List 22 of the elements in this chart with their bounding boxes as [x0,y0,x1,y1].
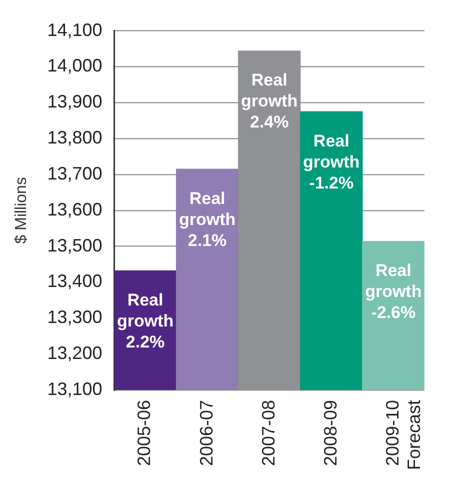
annotation: Real growth -1.2% [303,131,360,192]
y-tick-label: 13,200 [47,343,102,364]
y-tick-label: 13,700 [47,163,102,184]
x-tick-label: 2005-06 [134,400,154,466]
y-tick-label: 13,900 [47,92,102,112]
x-tick-label: 2007-08 [258,400,278,466]
y-tick-label: 13,300 [47,307,102,328]
x-tick-label: 2006-07 [196,400,216,466]
annotation: Real growth 2.4% [241,70,298,132]
annotation: Real growth 2.2% [116,290,174,352]
annotation: Real growth -2.6% [365,260,422,322]
y-tick-label: 13,800 [47,128,102,148]
y-tick-label: 13,600 [47,199,102,220]
y-tick-label: 14,000 [47,56,102,76]
x-tick-label: 2009-10 Forecast [382,400,424,470]
y-tick-label: 13,100 [47,378,102,399]
y-tick-label: 13,400 [47,271,102,292]
annotation: Real growth 2.1% [178,188,236,250]
x-tick-label: 2008-09 [320,400,340,466]
y-tick-label: 13,500 [47,235,102,256]
y-axis-title: $ Millions [13,177,30,244]
y-tick-label: 14,100 [47,20,102,40]
